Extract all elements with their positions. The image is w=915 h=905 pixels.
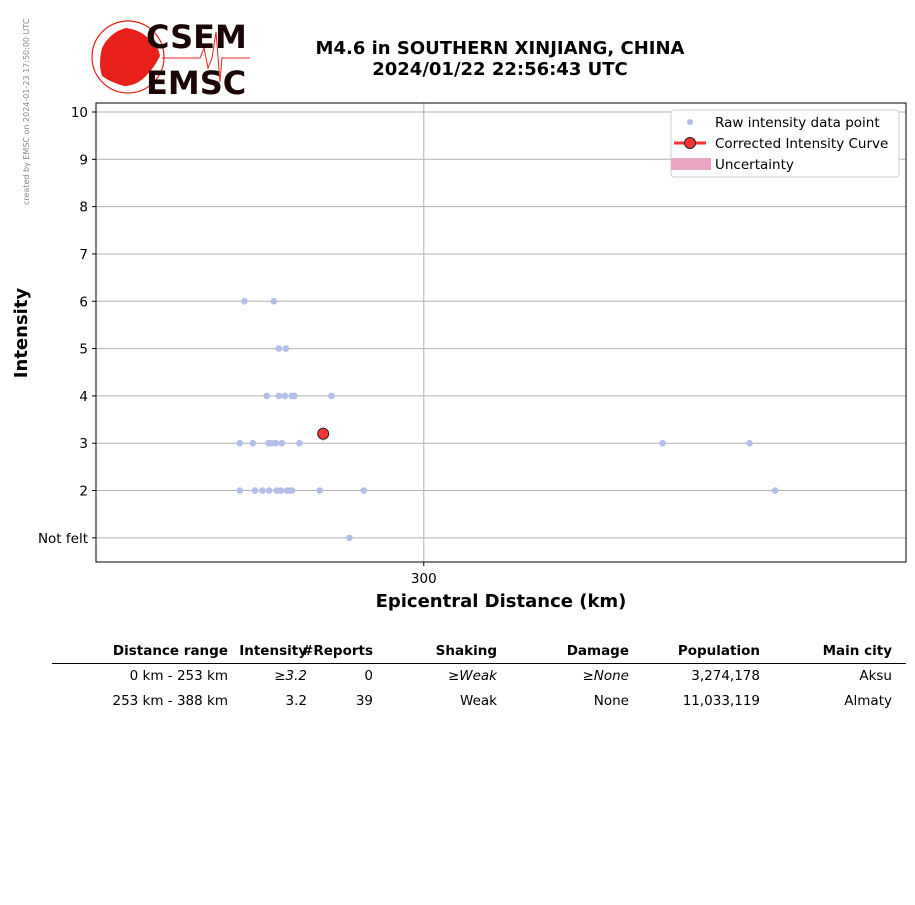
cell-value: Weak [459,668,497,684]
raw-intensity-point [288,487,296,494]
raw-intensity-point [281,392,289,400]
table-cell: Aksu [859,668,892,684]
table-header: Shaking [435,643,497,659]
x-tick-label: 300 [411,571,437,587]
y-tick-label: Not felt [38,531,88,547]
raw-intensity-point [249,439,257,447]
legend-box [670,109,900,178]
table-cell: 0 km - 253 km [129,668,228,684]
raw-intensity-point [277,487,285,494]
raw-intensity-point [346,534,353,542]
logo-top-text: CSEM [146,18,247,56]
cell-value: 3.2 [285,668,307,684]
raw-intensity-point [251,487,259,494]
raw-intensity-point [272,439,280,447]
legend-raw-label: Raw intensity data point [715,115,880,131]
raw-intensity-point [270,297,278,305]
raw-intensity-point [236,487,244,494]
table-cell: 253 km - 388 km [112,693,228,709]
table-header-rule [52,663,906,664]
logo-bottom-text: EMSC [146,64,246,98]
raw-intensity-point [282,345,290,352]
title-line-1: M4.6 in SOUTHERN XINJIANG, CHINA [315,38,685,59]
y-tick-label: 3 [79,436,88,452]
table-header: Intensity [239,643,307,659]
points [236,297,779,542]
y-tick-label: 10 [71,105,88,121]
corrected-intensity-point [317,427,330,440]
cell-prefix: ≥ [582,668,594,684]
raw-intensity-point [360,487,368,494]
raw-intensity-point [659,439,666,447]
cell-prefix: ≥ [274,668,286,684]
table-cell: Weak [460,693,497,709]
table-cell: ≥3.2 [274,668,307,684]
intensity-chart: Not felt 2 3 4 5 6 7 8 9 10 300 Epicentral Distanc… [11,102,907,612]
raw-intensity-point [316,487,324,494]
table-cell: 3.2 [285,693,307,709]
csem-emsc-logo: CSEM EMSC [91,18,250,98]
table-cell: ≥None [582,668,629,684]
ticks: Not felt 2 3 4 5 6 7 8 9 10 300 [38,105,437,587]
table-cell: 39 [355,693,373,709]
raw-intensity-point [275,392,283,400]
y-tick-label: 5 [79,342,88,358]
legend: Raw intensity data point Corrected Inten… [670,109,900,178]
table-cell: 0 [364,668,373,684]
table-cell: None [593,693,629,709]
x-axis-label: Epicentral Distance (km) [376,591,627,612]
y-tick-label: 6 [79,294,88,310]
y-tick-label: 4 [79,389,88,405]
y-tick-label: 9 [79,152,88,168]
table-header: Damage [566,643,629,659]
raw-intensity-point [275,345,283,352]
plot-frame [95,102,907,563]
raw-intensity-point [771,487,779,494]
table-header: Main city [822,643,892,659]
y-tick-label: 8 [79,200,88,216]
table-cell: 3,274,178 [691,668,760,684]
table-header: Distance range [112,643,228,659]
raw-intensity-point [328,392,335,400]
raw-intensity-point [296,439,303,447]
raw-intensity-point [241,297,248,305]
grid [96,103,906,562]
y-axis-label: Intensity [11,288,32,379]
y-tick-label: 7 [79,247,88,263]
table-header: #Reports [302,643,373,659]
table-header: Population [677,643,760,659]
title-line-2: 2024/01/22 22:56:43 UTC [372,59,628,80]
legend-uncertainty-label: Uncertainty [715,157,794,173]
table-cell: Almaty [844,693,892,709]
raw-intensity-point [291,392,298,400]
raw-intensity-point [263,392,270,400]
raw-intensity-point [265,487,273,494]
raw-intensity-point [278,439,286,447]
cell-value: None [593,668,629,684]
legend-corrected-label: Corrected Intensity Curve [715,136,888,152]
y-tick-label: 2 [79,484,88,500]
table-cell: 11,033,119 [682,693,760,709]
legend-uncertainty-swatch [671,158,711,170]
legend-raw-marker [687,119,693,125]
cell-prefix: ≥ [447,668,460,684]
legend-corrected-marker [684,137,696,149]
raw-intensity-point [236,439,244,447]
raw-intensity-point [259,487,266,494]
table-cell: ≥Weak [448,668,497,684]
chart-title: M4.6 in SOUTHERN XINJIANG, CHINA 2024/01… [250,38,750,80]
raw-intensity-point [746,439,753,447]
